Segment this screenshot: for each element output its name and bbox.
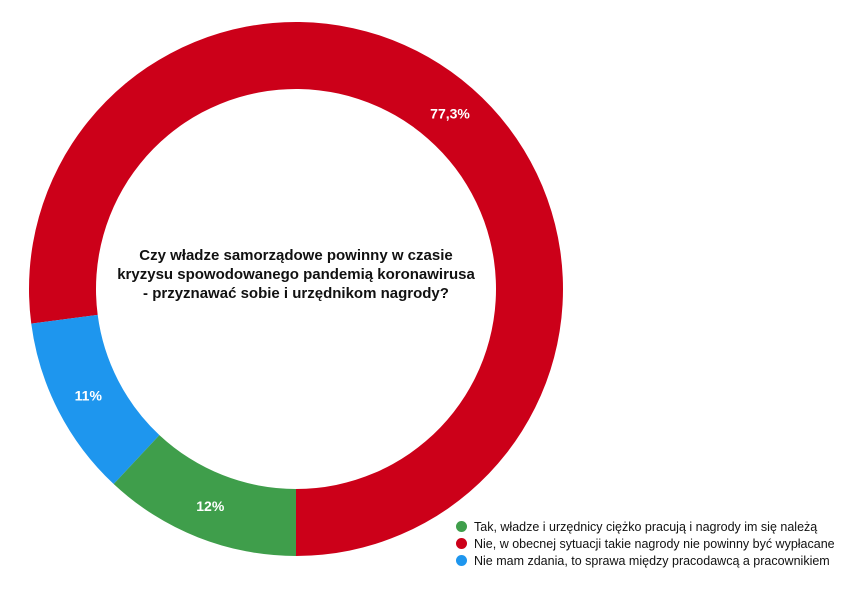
legend-item-nie: Nie, w obecnej sytuacji takie nagrody ni… — [456, 535, 835, 552]
legend-label-nie: Nie, w obecnej sytuacji takie nagrody ni… — [474, 536, 835, 551]
slice-tak — [113, 435, 297, 556]
data-label-nie: 77,3% — [430, 106, 470, 122]
legend-item-nie-mam-zdania: Nie mam zdania, to sprawa między pracoda… — [456, 552, 835, 569]
legend-item-tak: Tak, władze i urzędnicy ciężko pracują i… — [456, 518, 835, 535]
legend-swatch-nie-mam-zdania — [456, 555, 467, 566]
chart-title: Czy władze samorządowe powinny w czasie … — [117, 247, 475, 302]
legend-label-nie-mam-zdania: Nie mam zdania, to sprawa między pracoda… — [474, 553, 830, 568]
legend: Tak, władze i urzędnicy ciężko pracują i… — [456, 518, 835, 569]
legend-label-tak: Tak, władze i urzędnicy ciężko pracują i… — [474, 519, 818, 534]
data-label-tak: 12% — [196, 498, 225, 514]
legend-swatch-nie — [456, 538, 467, 549]
slice-nie-mam-zdania — [31, 314, 160, 485]
data-label-nie-mam-zdania: 11% — [75, 388, 103, 404]
legend-swatch-tak — [456, 521, 467, 532]
